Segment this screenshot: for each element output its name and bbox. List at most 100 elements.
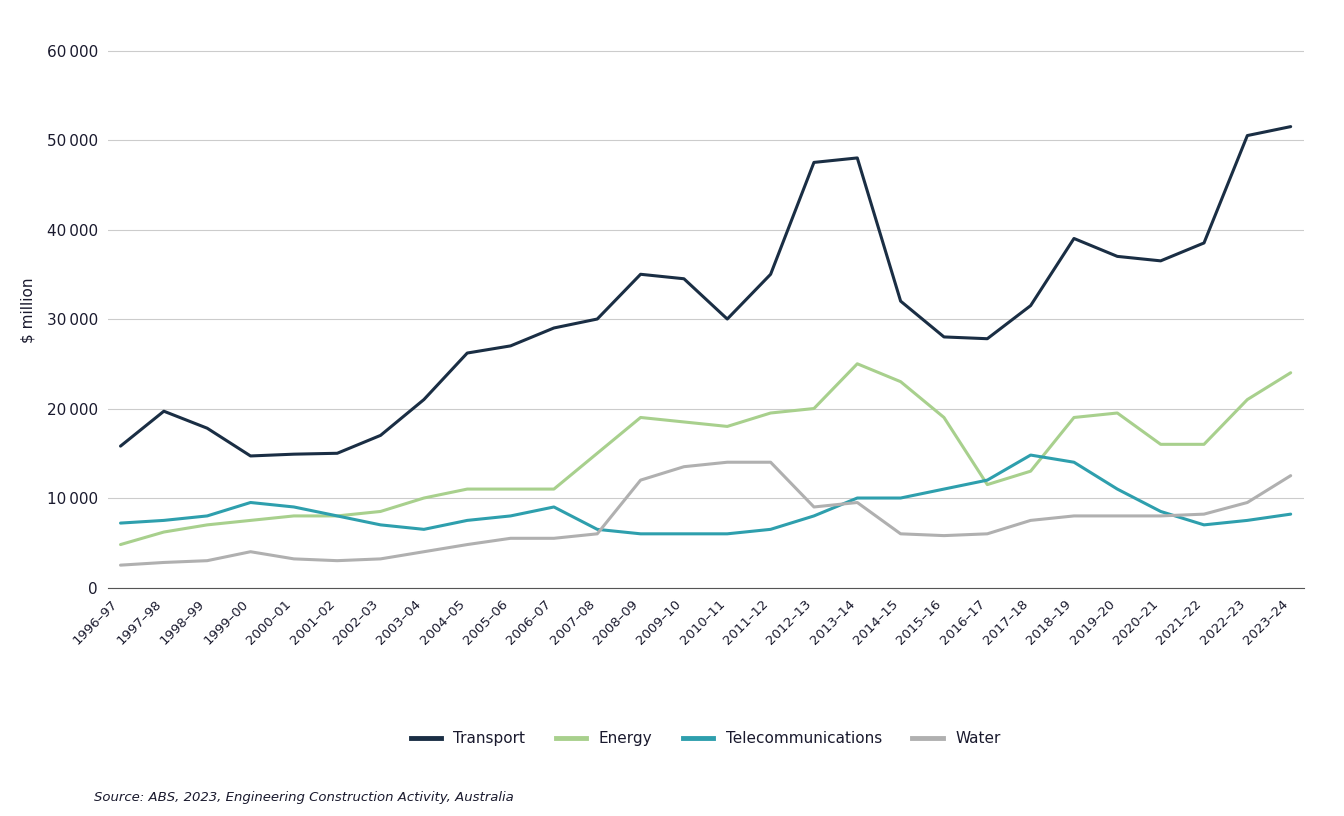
Water (503, 534, 519, 543)
Line: Telecommunications: Telecommunications (121, 455, 1290, 534)
Text: Source: ABS, 2023, Engineering Construction Activity, Australia: Source: ABS, 2023, Engineering Construct… (94, 791, 513, 804)
Water (676, 462, 692, 472)
Energy (1239, 395, 1255, 405)
Transport (589, 314, 605, 324)
Telecommunications (1196, 520, 1212, 530)
Telecommunications (156, 516, 172, 526)
Telecommunications (546, 502, 562, 512)
Transport (329, 448, 345, 458)
Transport (892, 296, 909, 306)
Transport (1153, 256, 1169, 266)
Water (286, 554, 302, 564)
Energy (1153, 440, 1169, 450)
Energy (286, 511, 302, 521)
Energy (1023, 466, 1039, 476)
Transport (1109, 251, 1125, 261)
Telecommunications (415, 525, 431, 534)
Telecommunications (892, 493, 909, 503)
Energy (242, 516, 258, 526)
Telecommunications (762, 525, 778, 534)
Transport (286, 450, 302, 459)
Energy (546, 484, 562, 494)
Telecommunications (676, 529, 692, 539)
Transport (676, 274, 692, 284)
Energy (156, 527, 172, 537)
Telecommunications (286, 502, 302, 512)
Y-axis label: $ million: $ million (20, 277, 35, 343)
Energy (633, 413, 649, 423)
Water (329, 556, 345, 565)
Transport (849, 153, 866, 163)
Telecommunications (372, 520, 388, 530)
Transport (199, 424, 215, 433)
Water (199, 556, 215, 565)
Transport (1023, 301, 1039, 311)
Water (1196, 509, 1212, 519)
Telecommunications (1109, 484, 1125, 494)
Water (1109, 511, 1125, 521)
Energy (329, 511, 345, 521)
Water (762, 457, 778, 467)
Water (980, 529, 996, 539)
Water (1282, 471, 1298, 481)
Energy (806, 404, 823, 414)
Water (892, 529, 909, 539)
Water (242, 547, 258, 557)
Energy (1109, 408, 1125, 418)
Telecommunications (806, 511, 823, 521)
Water (460, 539, 476, 549)
Water (719, 457, 735, 467)
Transport (546, 323, 562, 333)
Telecommunications (113, 518, 129, 528)
Transport (935, 332, 952, 342)
Energy (1196, 440, 1212, 450)
Line: Transport: Transport (121, 126, 1290, 456)
Telecommunications (1239, 516, 1255, 526)
Energy (1066, 413, 1082, 423)
Telecommunications (199, 511, 215, 521)
Telecommunications (242, 498, 258, 508)
Water (156, 557, 172, 567)
Telecommunications (503, 511, 519, 521)
Water (1239, 498, 1255, 508)
Transport (980, 334, 996, 344)
Transport (372, 431, 388, 441)
Transport (762, 269, 778, 279)
Transport (113, 441, 129, 451)
Energy (935, 413, 952, 423)
Telecommunications (849, 493, 866, 503)
Telecommunications (589, 525, 605, 534)
Transport (415, 395, 431, 405)
Telecommunications (329, 511, 345, 521)
Transport (1066, 233, 1082, 243)
Energy (503, 484, 519, 494)
Water (806, 502, 823, 512)
Telecommunications (980, 475, 996, 485)
Telecommunications (1066, 457, 1082, 467)
Energy (113, 539, 129, 549)
Water (849, 498, 866, 508)
Energy (460, 484, 476, 494)
Water (372, 554, 388, 564)
Energy (980, 480, 996, 490)
Water (589, 529, 605, 539)
Water (415, 547, 431, 557)
Transport (460, 348, 476, 358)
Energy (849, 359, 866, 369)
Water (1066, 511, 1082, 521)
Energy (1282, 368, 1298, 378)
Transport (156, 406, 172, 416)
Telecommunications (1023, 450, 1039, 460)
Transport (1196, 238, 1212, 248)
Energy (589, 448, 605, 458)
Telecommunications (719, 529, 735, 539)
Legend: Transport, Energy, Telecommunications, Water: Transport, Energy, Telecommunications, W… (410, 731, 1001, 747)
Transport (1239, 131, 1255, 140)
Energy (892, 377, 909, 387)
Telecommunications (460, 516, 476, 526)
Energy (762, 408, 778, 418)
Transport (242, 451, 258, 461)
Water (633, 475, 649, 485)
Water (1153, 511, 1169, 521)
Energy (719, 422, 735, 432)
